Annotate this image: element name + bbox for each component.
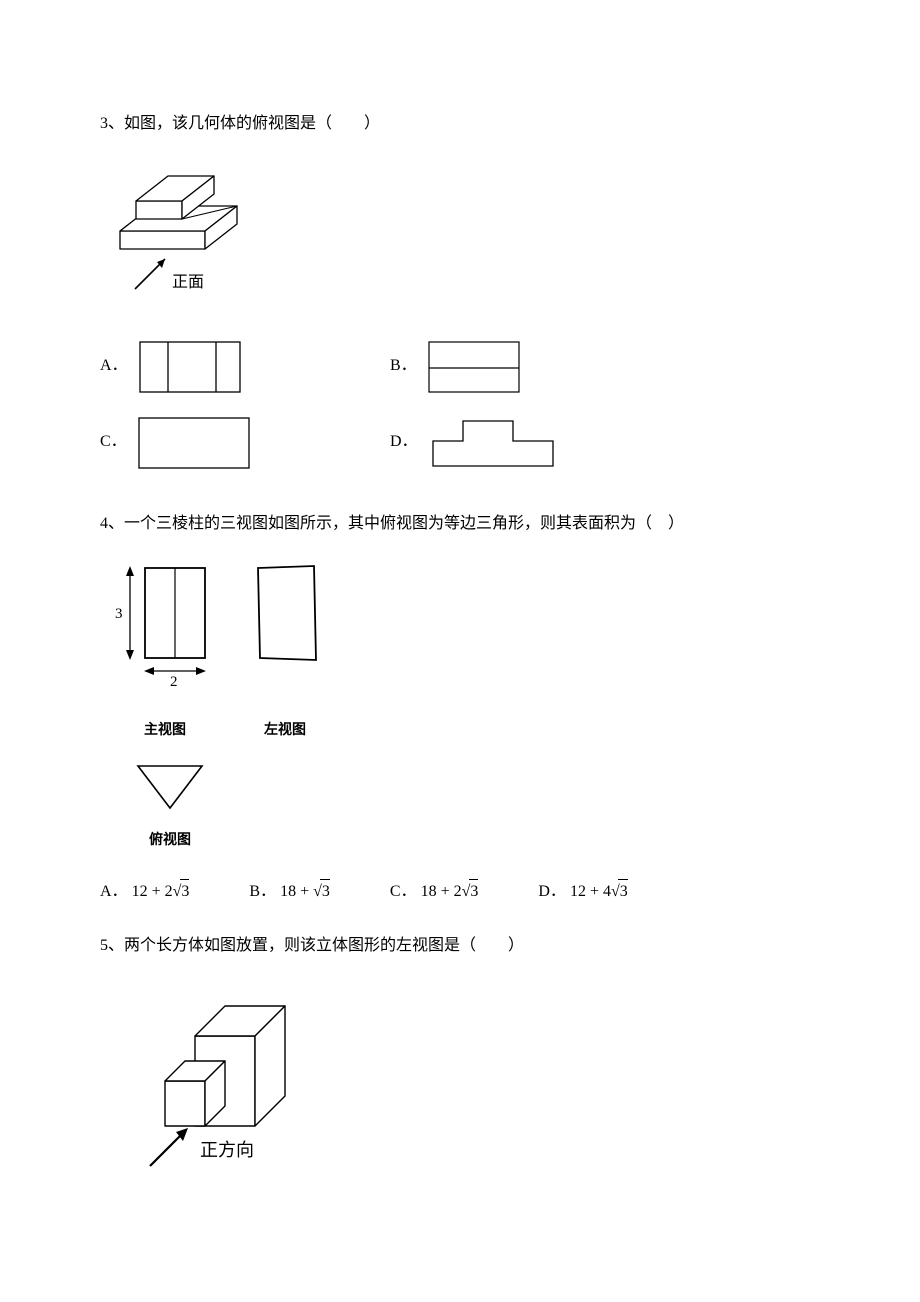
q4-option-b: B． 18 + √3 — [249, 878, 330, 907]
q3-option-d: D． — [390, 416, 558, 470]
q3-optD-svg — [428, 416, 558, 470]
q5-solid-figure: 正方向 — [130, 981, 820, 1187]
q4-optA-label: A． — [100, 883, 128, 900]
q4-main-svg: 3 2 — [110, 558, 220, 703]
q5-text: 5、两个长方体如图放置，则该立体图形的左视图是（ ） — [100, 932, 820, 961]
q4-option-c: C． 18 + 2√3 — [390, 878, 479, 907]
q3-optA-svg — [138, 340, 242, 394]
q4-optD-label: D． — [538, 883, 566, 900]
q4: 4、一个三棱柱的三视图如图所示，其中俯视图为等边三角形，则其表面积为（ ） 3 … — [100, 510, 820, 908]
q4-top-svg — [130, 758, 210, 813]
q3-front-label: 正面 — [172, 274, 204, 291]
q4-top-label: 俯视图 — [125, 828, 215, 853]
q4-left-view-block: 左视图 — [250, 558, 320, 743]
q3-options-row2: C． D． — [100, 416, 820, 470]
q3: 3、如图，该几何体的俯视图是（ ） 正面 A． — [100, 110, 820, 470]
q4-main-label: 主视图 — [110, 718, 220, 743]
q3-options-row1: A． B． — [100, 340, 820, 394]
q4-optA-expr: 12 + 2√3 — [132, 883, 190, 900]
q4-optC-expr: 18 + 2√3 — [421, 883, 479, 900]
q3-optB-label: B． — [390, 352, 417, 381]
q4-dim-h: 3 — [115, 606, 123, 622]
q4-optB-expr: 18 + √3 — [280, 883, 330, 900]
q3-optD-label: D． — [390, 428, 418, 457]
q3-optC-svg — [137, 416, 251, 470]
q4-text: 4、一个三棱柱的三视图如图所示，其中俯视图为等边三角形，则其表面积为（ ） — [100, 510, 820, 539]
q4-options: A． 12 + 2√3 B． 18 + √3 C． 18 + 2√3 D． 12… — [100, 878, 820, 907]
q4-optB-label: B． — [249, 883, 276, 900]
q4-dim-w: 2 — [170, 674, 178, 690]
q3-solid-svg: 正面 — [110, 159, 280, 304]
q4-main-view-block: 3 2 主视图 — [110, 558, 220, 743]
q3-option-c: C． — [100, 416, 390, 470]
q4-option-d: D． 12 + 4√3 — [538, 878, 627, 907]
q3-text: 3、如图，该几何体的俯视图是（ ） — [100, 110, 820, 139]
q3-optA-label: A． — [100, 352, 128, 381]
q3-optC-label: C． — [100, 428, 127, 457]
q3-option-a: A． — [100, 340, 390, 394]
q5-solid-svg: 正方向 — [130, 981, 330, 1176]
q5-front-label: 正方向 — [200, 1140, 254, 1160]
q5: 5、两个长方体如图放置，则该立体图形的左视图是（ ） 正方向 — [100, 932, 820, 1187]
q3-solid-figure: 正面 — [110, 159, 820, 315]
q4-left-svg — [250, 558, 320, 703]
q4-top-view-block: 俯视图 — [125, 758, 215, 853]
q4-option-a: A． 12 + 2√3 — [100, 878, 189, 907]
q4-optC-label: C． — [390, 883, 417, 900]
q4-left-label: 左视图 — [250, 718, 320, 743]
q4-views: 3 2 主视图 左视图 — [110, 558, 820, 743]
q3-optB-svg — [427, 340, 521, 394]
q4-optD-expr: 12 + 4√3 — [570, 883, 628, 900]
q3-option-b: B． — [390, 340, 521, 394]
